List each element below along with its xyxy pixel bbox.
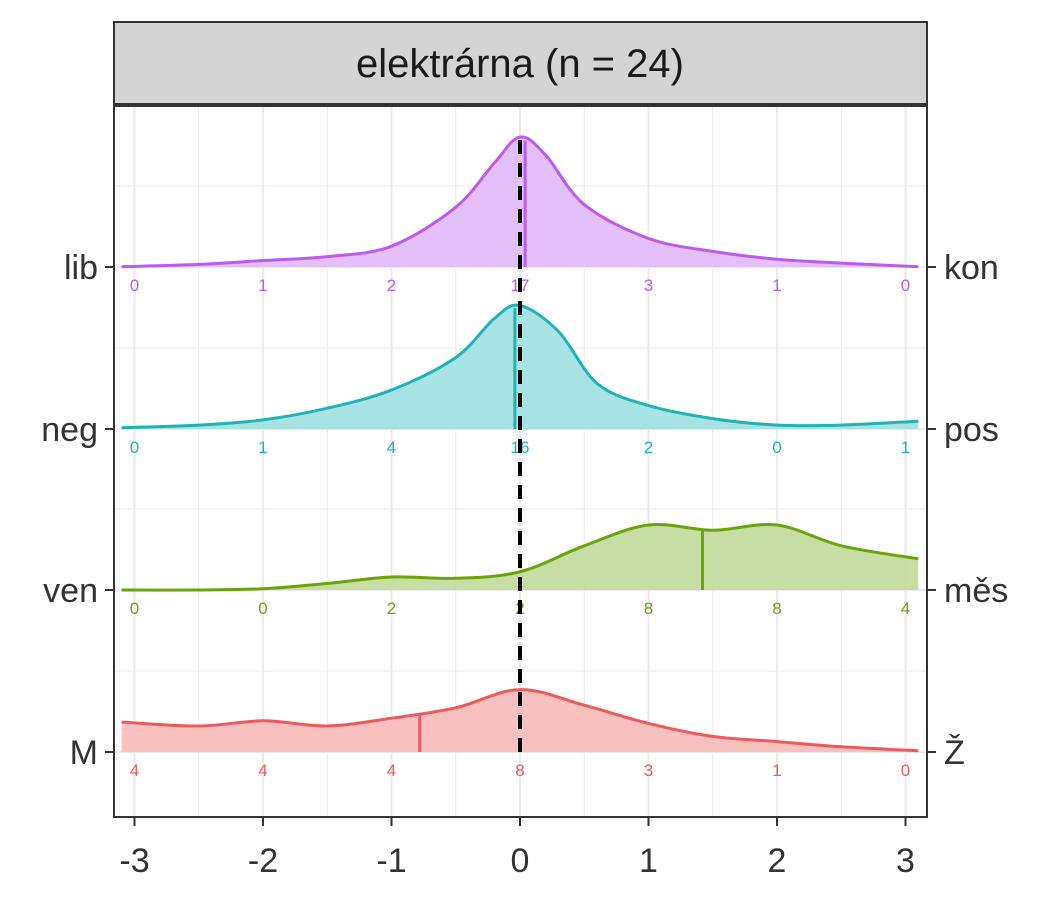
density-line bbox=[121, 135, 919, 269]
count-label: 0 bbox=[130, 599, 139, 618]
density-area bbox=[121, 136, 919, 267]
count-label: 0 bbox=[130, 438, 139, 457]
ridge-lib-kon bbox=[121, 135, 919, 269]
y-label-right: Ž bbox=[944, 734, 965, 772]
count-label: 8 bbox=[644, 599, 653, 618]
y-label-left: ven bbox=[43, 572, 98, 610]
y-label-left: neg bbox=[41, 411, 98, 449]
count-label: 8 bbox=[515, 761, 524, 780]
count-label: 2 bbox=[387, 599, 396, 618]
x-axis: -3 -2 -1 0 1 2 3 bbox=[119, 817, 915, 880]
count-label: 4 bbox=[130, 761, 139, 780]
count-label: 0 bbox=[901, 761, 910, 780]
count-label: 3 bbox=[644, 761, 653, 780]
x-tick-label: -2 bbox=[248, 842, 278, 880]
count-label: 0 bbox=[258, 599, 267, 618]
y-axis-left: lib neg ven M bbox=[41, 249, 114, 772]
count-label: 1 bbox=[772, 761, 781, 780]
count-label: 4 bbox=[258, 761, 267, 780]
count-label: 0 bbox=[901, 276, 910, 295]
count-label: 2 bbox=[387, 276, 396, 295]
x-tick-label: 3 bbox=[896, 842, 915, 880]
density-line bbox=[121, 522, 919, 592]
y-label-left: lib bbox=[64, 249, 98, 287]
x-tick-label: -1 bbox=[376, 842, 406, 880]
y-label-left: M bbox=[70, 734, 98, 772]
x-tick-label: 2 bbox=[768, 842, 787, 880]
y-label-right: pos bbox=[944, 411, 999, 449]
y-axis-right: kon pos měs Ž bbox=[927, 249, 1008, 772]
count-label: 1 bbox=[258, 276, 267, 295]
count-label: 4 bbox=[387, 438, 396, 457]
facet-title: elektrárna (n = 24) bbox=[356, 42, 684, 86]
count-label: 8 bbox=[772, 599, 781, 618]
count-label: 4 bbox=[387, 761, 396, 780]
count-labels: 012173100141620100228844448310 bbox=[130, 276, 910, 780]
facet-strip bbox=[113, 21, 928, 105]
count-label: 4 bbox=[901, 599, 910, 618]
count-label: 0 bbox=[772, 438, 781, 457]
density-area bbox=[121, 305, 919, 429]
count-label: 1 bbox=[258, 438, 267, 457]
count-label: 0 bbox=[130, 276, 139, 295]
count-label: 2 bbox=[644, 438, 653, 457]
y-label-right: kon bbox=[944, 249, 999, 287]
density-line bbox=[121, 688, 919, 753]
x-tick-label: 0 bbox=[511, 842, 530, 880]
ridge-ven-měs bbox=[121, 522, 919, 592]
count-label: 1 bbox=[772, 276, 781, 295]
x-tick-label: 1 bbox=[639, 842, 658, 880]
count-label: 1 bbox=[901, 438, 910, 457]
density-area bbox=[121, 524, 919, 591]
y-label-right: měs bbox=[944, 572, 1008, 610]
count-label: 3 bbox=[644, 276, 653, 295]
x-tick-label: -3 bbox=[119, 842, 149, 880]
